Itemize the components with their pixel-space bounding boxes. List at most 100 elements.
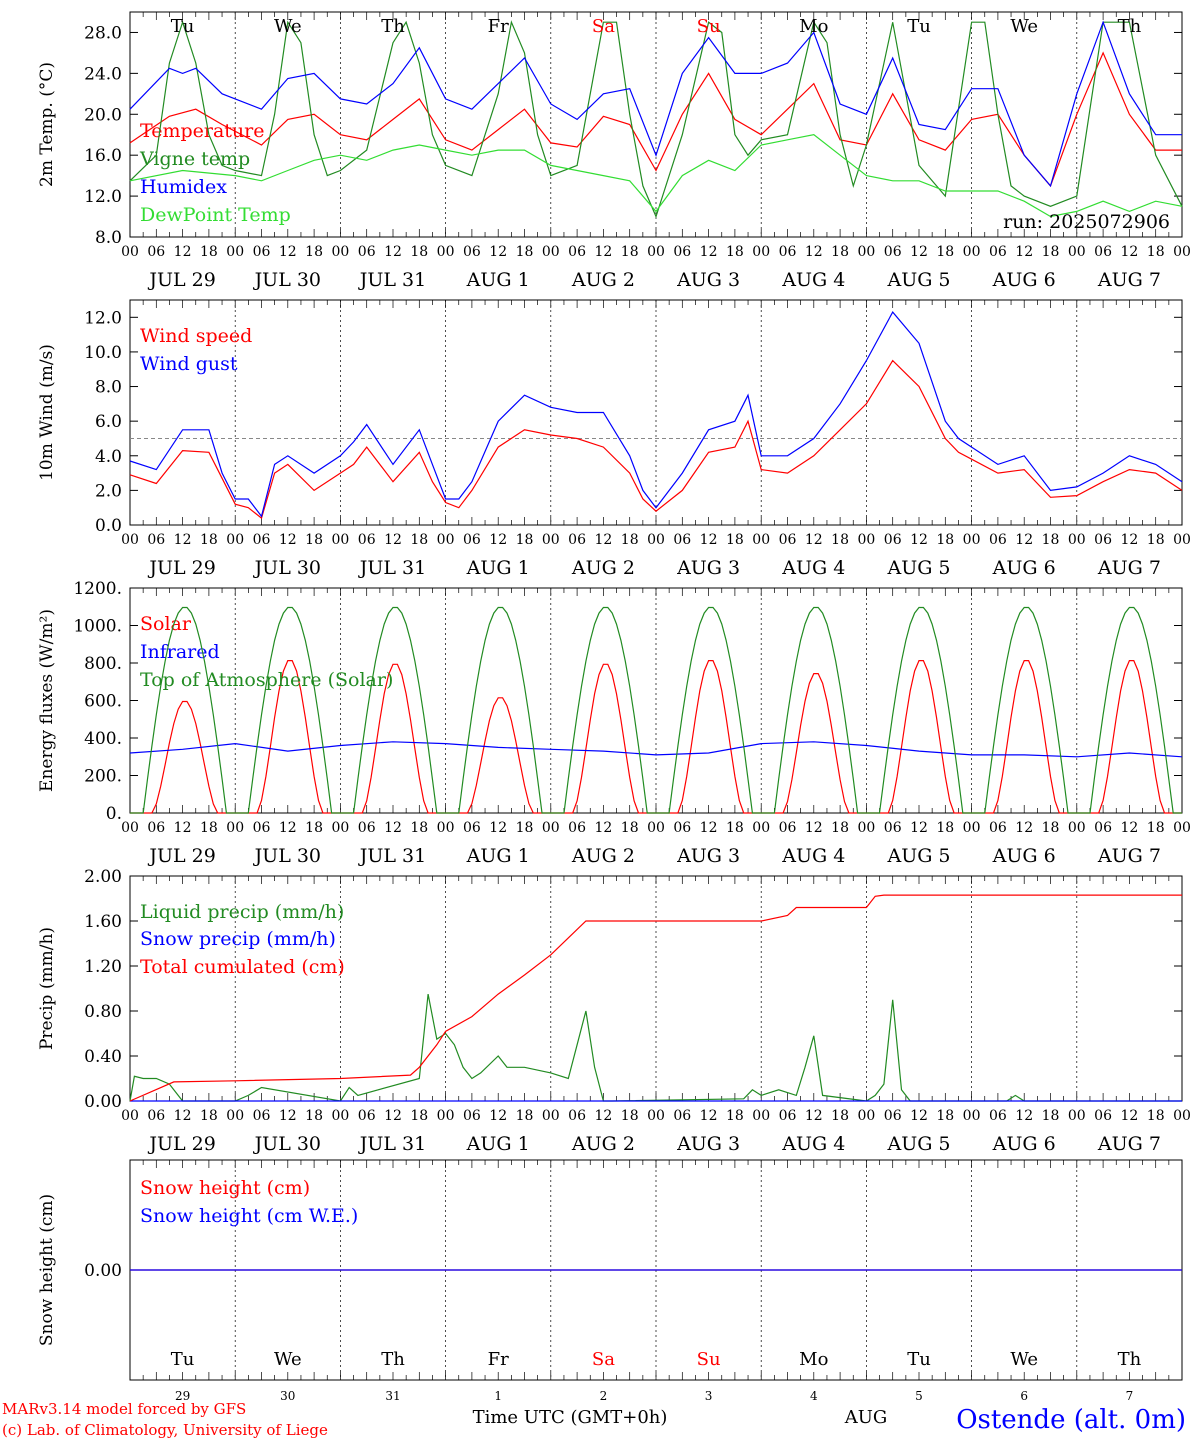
- y-tick-label: 28.0: [84, 23, 122, 43]
- date-label: JUL 30: [253, 557, 321, 579]
- hour-tick-label: 18: [621, 244, 639, 260]
- y-tick-label: 200.: [84, 767, 122, 787]
- hour-tick-label: 18: [936, 244, 954, 260]
- station-label: Ostende (alt. 0m): [956, 1405, 1186, 1435]
- hour-tick-label: 18: [516, 820, 534, 836]
- hour-tick-label: 06: [1094, 532, 1112, 548]
- date-label: JUL 29: [147, 845, 215, 867]
- weekday-label: Th: [381, 16, 405, 37]
- hour-tick-label: 18: [1042, 244, 1060, 260]
- hour-tick-label: 12: [279, 532, 297, 548]
- hour-tick-label: 06: [989, 820, 1007, 836]
- hour-tick-label: 18: [516, 1108, 534, 1124]
- legend-dewpoint-temp: DewPoint Temp: [140, 204, 291, 226]
- y-tick-label: 800.: [84, 654, 122, 674]
- y-axis-label: 2m Temp. (°C): [37, 62, 57, 187]
- hour-tick-label: 00: [752, 820, 770, 836]
- panel-2: 0.0 2.0 4.0 6.0 8.0 10.0 12.0 10m Wind (m/s) Win…: [37, 299, 1191, 579]
- hour-tick-label: 12: [910, 244, 928, 260]
- legend-vigne-temp: Vigne temp: [139, 148, 250, 170]
- hour-tick-label: 00: [1173, 820, 1191, 836]
- hour-tick-label: 12: [1015, 532, 1033, 548]
- hour-tick-label: 06: [147, 532, 165, 548]
- hour-tick-label: 12: [805, 820, 823, 836]
- hour-tick-label: 12: [805, 244, 823, 260]
- hour-tick-label: 00: [1068, 820, 1086, 836]
- hour-tick-label: 00: [226, 532, 244, 548]
- y-tick-label: 600.: [84, 692, 122, 712]
- y-tick-label: 1200.: [73, 579, 122, 599]
- legend-total-cumulated-cm: Total cumulated (cm): [140, 956, 345, 978]
- hour-tick-label: 18: [1147, 532, 1165, 548]
- hour-tick-label: 18: [200, 532, 218, 548]
- hour-tick-label: 12: [384, 1108, 402, 1124]
- y-tick-label: 1.20: [84, 957, 122, 977]
- legend-infrared: Infrared: [140, 641, 220, 663]
- date-label: AUG 4: [781, 845, 845, 867]
- hour-tick-label: 00: [963, 1108, 981, 1124]
- hour-tick-label: 06: [253, 244, 271, 260]
- hour-tick-label: 18: [305, 1108, 323, 1124]
- y-tick-label: 0.00: [84, 1092, 122, 1112]
- date-label: AUG 1: [466, 269, 530, 291]
- date-label: JUL 30: [253, 269, 321, 291]
- y-tick-label: 8.0: [95, 228, 122, 248]
- date-label: AUG 6: [992, 269, 1056, 291]
- hour-tick-label: 06: [568, 820, 586, 836]
- hour-tick-label: 00: [647, 532, 665, 548]
- hour-tick-label: 00: [1173, 532, 1191, 548]
- hour-tick-label: 06: [1094, 820, 1112, 836]
- hour-tick-label: 06: [779, 1108, 797, 1124]
- hour-tick-label: 06: [568, 244, 586, 260]
- hour-tick-label: 00: [752, 1108, 770, 1124]
- hour-tick-label: 00: [647, 244, 665, 260]
- hour-tick-label: 00: [542, 532, 560, 548]
- hour-tick-label: 06: [779, 532, 797, 548]
- panel-1: 8.0 12.0 16.0 20.0 24.0 28.0 2m Temp. (°C) Temp…: [37, 11, 1191, 291]
- hour-tick-label: 06: [147, 820, 165, 836]
- hour-tick-label: 06: [673, 1108, 691, 1124]
- date-label: JUL 29: [147, 269, 215, 291]
- date-label: AUG 2: [571, 1133, 635, 1155]
- hour-tick-label: 06: [358, 244, 376, 260]
- date-label: AUG 2: [571, 557, 635, 579]
- hour-tick-label: 06: [463, 1108, 481, 1124]
- hour-tick-label: 00: [226, 820, 244, 836]
- hour-tick-label: 06: [989, 244, 1007, 260]
- date-label: AUG 6: [992, 557, 1056, 579]
- temperature-line: [129, 51, 1182, 188]
- hour-tick-label: 00: [857, 820, 875, 836]
- hour-tick-label: 06: [358, 820, 376, 836]
- hour-tick-label: 12: [594, 244, 612, 260]
- hour-tick-label: 00: [647, 1108, 665, 1124]
- hour-tick-label: 06: [779, 244, 797, 260]
- y-tick-label: 6.0: [95, 412, 122, 432]
- weekday-label: Tu: [171, 16, 195, 37]
- hour-tick-label: 06: [463, 532, 481, 548]
- hour-tick-label: 12: [1015, 244, 1033, 260]
- date-label: AUG 4: [781, 269, 845, 291]
- hour-tick-label: 00: [752, 532, 770, 548]
- day-number-label: 5: [915, 1389, 923, 1403]
- date-label: AUG 3: [676, 845, 740, 867]
- hour-tick-label: 00: [121, 532, 139, 548]
- hour-tick-label: 18: [410, 244, 428, 260]
- hour-tick-label: 12: [279, 820, 297, 836]
- hour-tick-label: 06: [253, 1108, 271, 1124]
- wind-speed-line: [129, 359, 1183, 520]
- run-label: run: 2025072906: [1003, 211, 1170, 233]
- hour-tick-label: 06: [147, 1108, 165, 1124]
- hour-tick-label: 12: [910, 820, 928, 836]
- hour-tick-label: 06: [253, 820, 271, 836]
- liquid-precip-mm-h-line: [129, 993, 1182, 1102]
- hour-tick-label: 00: [226, 244, 244, 260]
- date-label: AUG 3: [676, 269, 740, 291]
- hour-tick-label: 12: [1120, 532, 1138, 548]
- hour-tick-label: 06: [884, 244, 902, 260]
- hour-tick-label: 12: [489, 1108, 507, 1124]
- humidex-line: [129, 20, 1182, 188]
- hour-tick-label: 18: [305, 820, 323, 836]
- y-tick-label: 20.0: [84, 105, 122, 125]
- legend-top-of-atmosphere-solar: Top of Atmosphere (Solar): [140, 669, 393, 691]
- hour-tick-label: 12: [174, 820, 192, 836]
